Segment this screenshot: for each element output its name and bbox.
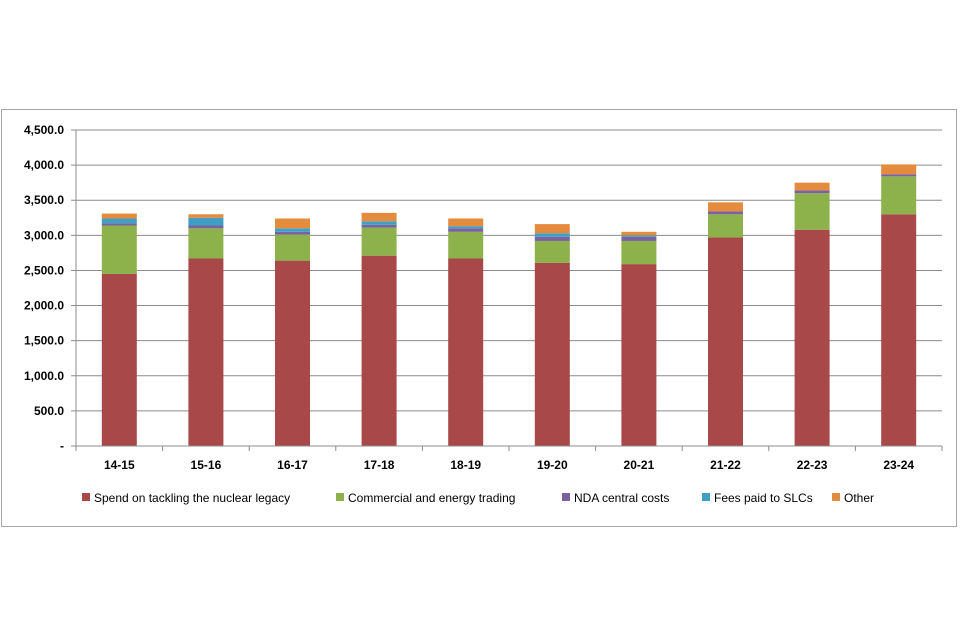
x-axis-ticks: 14-15 15-16 16-17 17-18 18-19 19-20 20-21 21-22… — [75, 446, 943, 472]
bar-segment — [534, 262, 570, 446]
chart-svg: - 500.0 1,000.0 1,500.0 2,000.0 2,500.0 3,000.… — [24, 123, 943, 505]
bar-segment — [794, 229, 830, 446]
bar-segment — [448, 226, 484, 229]
bar-segment — [881, 176, 917, 215]
legend-swatch — [562, 493, 570, 501]
y-tick-label: 4,000.0 — [24, 158, 64, 172]
bar-segment — [881, 214, 917, 446]
y-tick-label: 4,500.0 — [24, 123, 64, 137]
legend-label: NDA central costs — [574, 491, 669, 505]
bar-segment — [101, 273, 137, 446]
bar-segment — [188, 217, 224, 226]
bar-segment — [275, 260, 310, 446]
y-tick-label: - — [60, 439, 64, 453]
x-tick-label: 17-18 — [364, 458, 395, 472]
bar-segment — [621, 240, 657, 265]
bar-segment — [275, 228, 310, 232]
x-tick-label: 19-20 — [537, 458, 568, 472]
bar-segment — [361, 212, 397, 222]
bar-segment — [361, 227, 397, 256]
bar-segment — [448, 218, 484, 227]
bar-segment — [621, 231, 657, 236]
legend-label: Fees paid to SLCs — [714, 491, 813, 505]
bar-segment — [361, 255, 397, 446]
y-tick-label: 2,000.0 — [24, 299, 64, 313]
y-tick-label: 1,500.0 — [24, 334, 64, 348]
bar-segment — [188, 214, 224, 218]
y-tick-label: 3,500.0 — [24, 193, 64, 207]
x-tick-label: 20-21 — [624, 458, 655, 472]
legend-label: Spend on tackling the nuclear legacy — [94, 491, 290, 505]
x-tick-label: 14-15 — [104, 458, 135, 472]
bar-segment — [881, 164, 917, 175]
legend-swatch — [336, 493, 344, 501]
bar-segment — [534, 233, 570, 237]
bar-segment — [534, 224, 570, 234]
bar-segment — [448, 231, 484, 259]
y-tick-label: 2,500.0 — [24, 263, 64, 277]
legend-swatch — [82, 493, 90, 501]
bars — [101, 164, 917, 446]
bar-segment — [101, 213, 137, 219]
x-tick-label: 22-23 — [797, 458, 828, 472]
bar-segment — [621, 235, 657, 237]
legend-label: Commercial and energy trading — [348, 491, 515, 505]
bar-segment — [708, 202, 743, 212]
bar-segment — [188, 258, 224, 446]
legend-swatch — [832, 493, 840, 501]
bar-segment — [534, 236, 570, 241]
bar-segment — [361, 221, 397, 225]
bar-segment — [708, 214, 743, 238]
bar-segment — [621, 236, 657, 241]
bar-segment — [794, 193, 830, 230]
bar-segment — [101, 223, 137, 226]
bar-segment — [188, 228, 224, 259]
bar-segment — [361, 224, 397, 228]
bar-segment — [708, 211, 743, 215]
legend-swatch — [702, 493, 710, 501]
bar-segment — [534, 240, 570, 263]
y-tick-label: 500.0 — [34, 404, 64, 418]
bar-segment — [794, 182, 830, 191]
y-tick-label: 1,000.0 — [24, 369, 64, 383]
bar-segment — [188, 225, 224, 229]
bar-segment — [275, 231, 310, 235]
legend: Spend on tackling the nuclear legacy Comm… — [82, 491, 874, 505]
bar-segment — [708, 237, 743, 446]
x-tick-label: 21-22 — [710, 458, 741, 472]
bar-segment — [101, 225, 137, 274]
chart-frame: - 500.0 1,000.0 1,500.0 2,000.0 2,500.0 3,000.… — [1, 109, 957, 527]
x-tick-label: 18-19 — [450, 458, 481, 472]
bar-segment — [621, 264, 657, 446]
y-tick-label: 3,000.0 — [24, 228, 64, 242]
bar-segment — [881, 174, 917, 177]
x-tick-label: 16-17 — [277, 458, 308, 472]
y-axis-ticks: - 500.0 1,000.0 1,500.0 2,000.0 2,500.0 3,000.… — [24, 123, 64, 453]
bar-segment — [448, 258, 484, 446]
bar-segment — [275, 218, 310, 229]
bar-segment — [275, 234, 310, 261]
bar-segment — [794, 190, 830, 194]
x-tick-label: 23-24 — [883, 458, 914, 472]
bar-segment — [101, 218, 137, 224]
bar-segment — [448, 228, 484, 232]
legend-label: Other — [844, 491, 874, 505]
x-tick-label: 15-16 — [191, 458, 222, 472]
